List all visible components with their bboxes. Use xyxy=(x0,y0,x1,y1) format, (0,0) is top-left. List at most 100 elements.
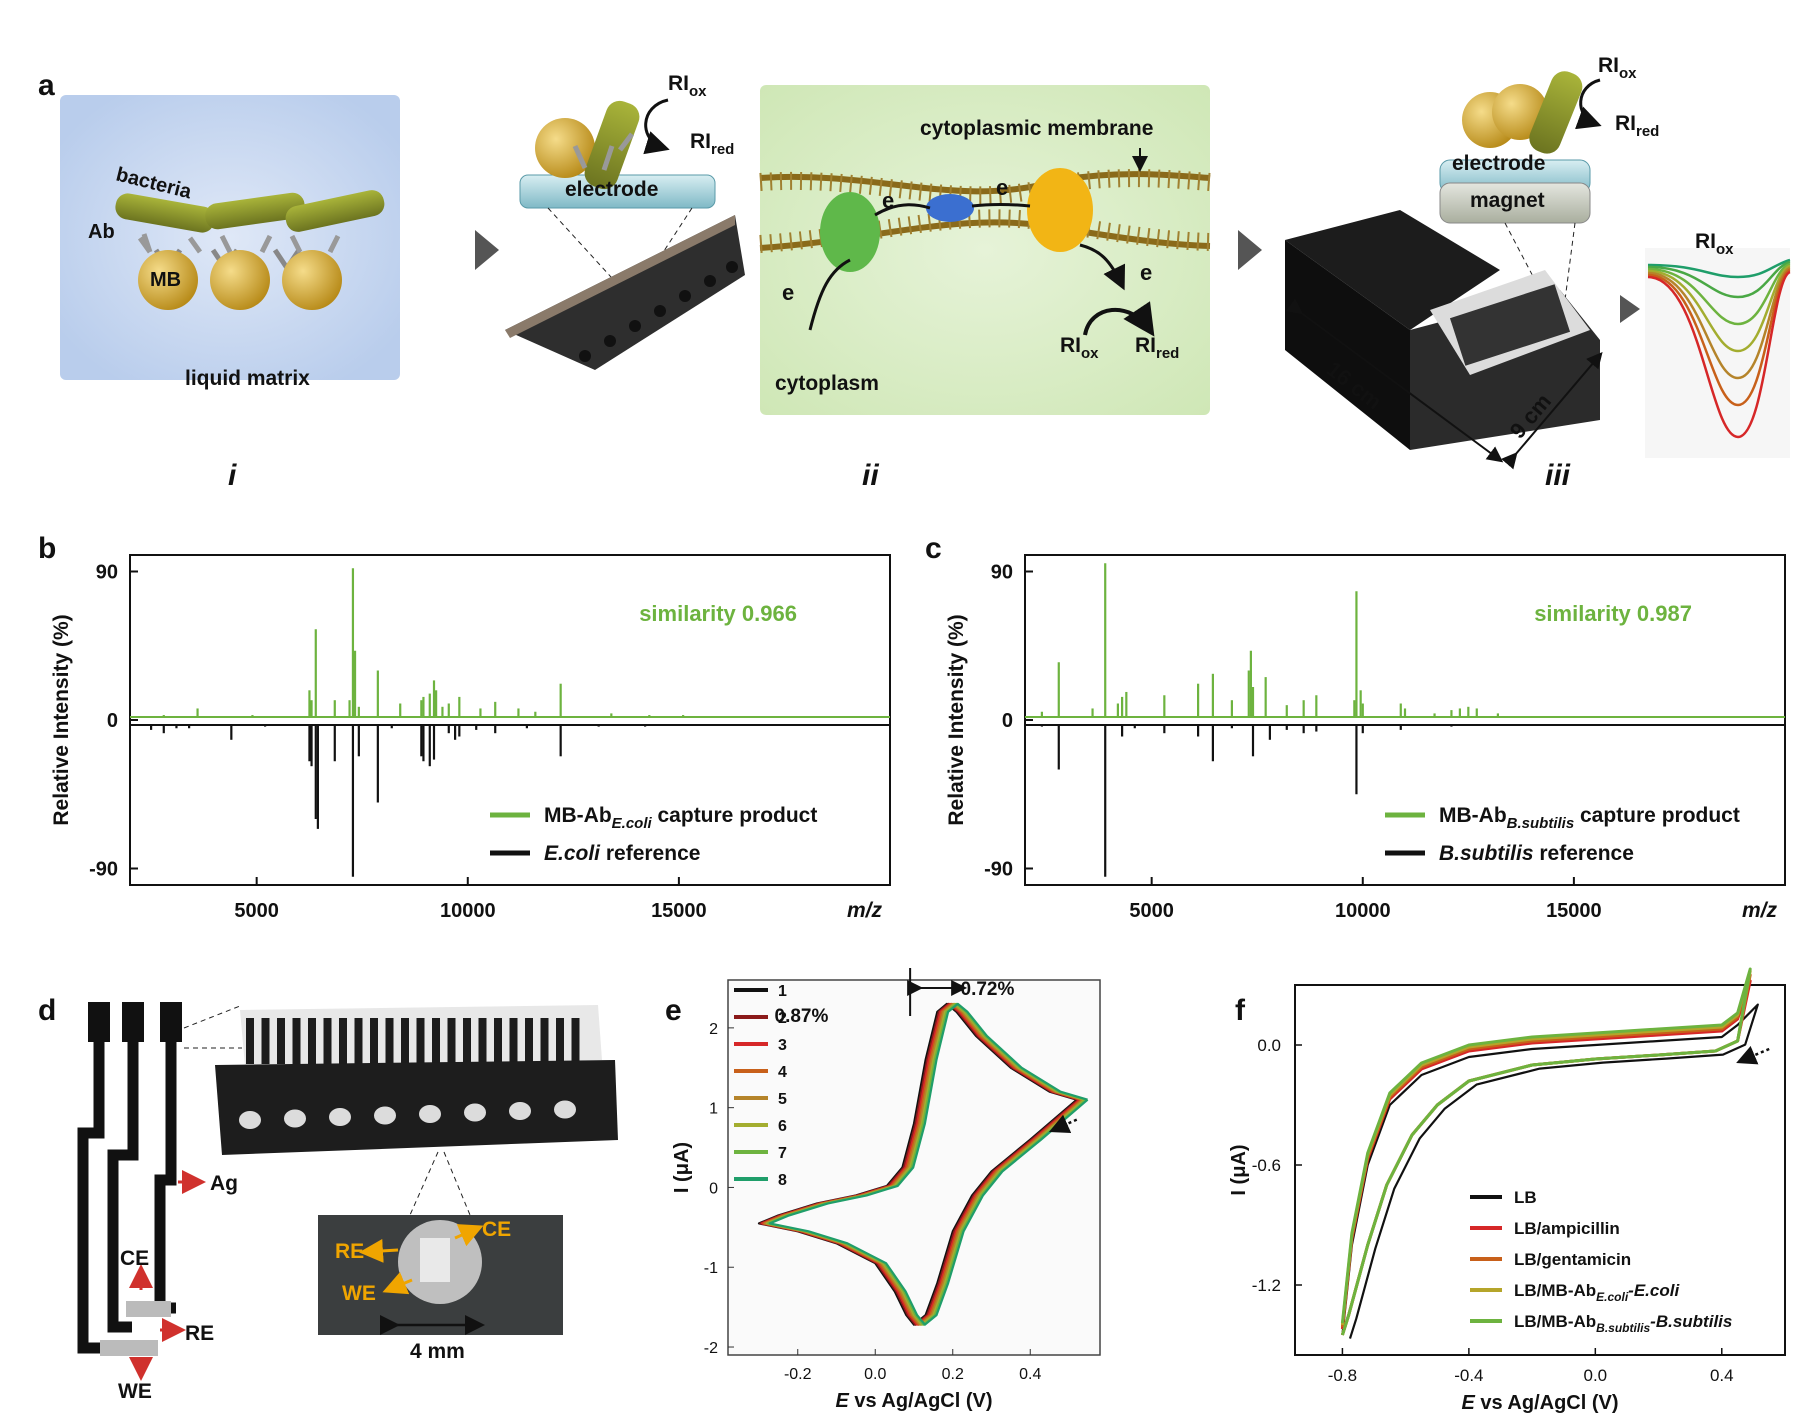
magnetic-bead xyxy=(210,250,270,310)
electrode-contact xyxy=(261,1018,270,1064)
svg-text:RIox: RIox xyxy=(1060,334,1099,362)
electrode-well xyxy=(509,1102,531,1120)
electrode-board xyxy=(505,215,745,370)
x-tick-label: 15000 xyxy=(1546,900,1602,922)
ag-label: Ag xyxy=(210,1172,238,1195)
legend-label: LB/MB-AbB.subtilis-B.subtilis xyxy=(1514,1312,1732,1335)
step-label-i: i xyxy=(228,459,237,492)
panel-d: d Ag CE RE WE R xyxy=(38,994,618,1403)
panel-label-f: f xyxy=(1235,994,1246,1027)
x-tick-label: -0.4 xyxy=(1454,1366,1483,1385)
y-tick-label: -0.6 xyxy=(1252,1156,1281,1175)
y-tick-label: 0 xyxy=(1002,710,1013,732)
step-label-iii: iii xyxy=(1545,459,1571,492)
electrode-contact xyxy=(494,1018,502,1064)
legend-label: 8 xyxy=(778,1172,787,1189)
legend-label: 3 xyxy=(778,1037,787,1054)
legend-label: 1 xyxy=(778,983,787,1000)
legend-label: MB-AbE.coli capture product xyxy=(544,804,817,832)
y-axis-label: I (μA) xyxy=(671,1142,693,1193)
we-label: WE xyxy=(118,1380,152,1403)
legend-label: B.subtilis reference xyxy=(1439,842,1634,865)
y-axis-label: I (μA) xyxy=(1228,1144,1250,1195)
flow-arrow xyxy=(1238,230,1262,270)
magnetic-bead xyxy=(282,250,342,310)
electrode-label: electrode xyxy=(565,178,658,201)
electrode-contact xyxy=(540,1018,549,1064)
dpv-curve xyxy=(1647,266,1791,380)
cv-curve xyxy=(1340,967,1752,1336)
electrode-contact xyxy=(525,1018,533,1064)
electrode-label-iii: electrode xyxy=(1452,152,1545,175)
y-tick-label: 2 xyxy=(709,1021,718,1038)
electrode-contact xyxy=(246,1018,254,1064)
svg-text:RIred: RIred xyxy=(1615,112,1659,140)
electrode-contact xyxy=(277,1018,285,1064)
x-axis-label: m/z xyxy=(847,899,883,922)
svg-text:RIox: RIox xyxy=(668,72,707,100)
legend-label: LB/ampicillin xyxy=(1514,1219,1620,1238)
protein-complex-green xyxy=(820,192,880,272)
svg-text:e: e xyxy=(1140,260,1152,285)
membrane-illustration xyxy=(759,148,1211,337)
ms-chart-b: 90 0 -90 5000 10000 15000 Relative Intensity (… xyxy=(50,554,891,922)
mb-label: MB xyxy=(150,269,181,291)
legend-label: MB-AbB.subtilis capture product xyxy=(1439,804,1740,832)
panel-label-d: d xyxy=(38,994,56,1027)
electrode-strip-illustration: electrode RIox RIred xyxy=(505,72,745,370)
electrode-contact xyxy=(385,1018,394,1064)
protein-blue xyxy=(926,194,974,222)
x-tick-label: 15000 xyxy=(651,900,707,922)
liquid-matrix-label: liquid matrix xyxy=(185,367,310,390)
electrode-well xyxy=(419,1105,441,1123)
x-tick-label: 0.4 xyxy=(1710,1366,1734,1385)
x-tick-label: 0.0 xyxy=(1584,1366,1608,1385)
working-electrode-patch xyxy=(100,1340,158,1356)
x-tick-label: 5000 xyxy=(1129,900,1174,922)
electrode-contact xyxy=(571,1018,580,1064)
legend-label: 7 xyxy=(778,1145,787,1162)
y-tick-label: -90 xyxy=(984,859,1013,881)
magnetic-bead xyxy=(138,250,198,310)
legend-label: LB/MB-AbE.coli-E.coli xyxy=(1514,1281,1680,1304)
y-tick-label: -90 xyxy=(89,859,118,881)
electron-label: e xyxy=(782,280,794,305)
dpv-curve xyxy=(1647,268,1791,407)
ce-photo-label: CE xyxy=(482,1218,511,1241)
x-axis-label: E vs Ag/AgCl (V) xyxy=(835,1390,992,1412)
electrode-contact xyxy=(416,1018,425,1064)
electrode-well xyxy=(284,1109,306,1128)
x-axis-label: m/z xyxy=(1742,899,1778,922)
panel-label-a: a xyxy=(38,69,55,102)
y-tick-label: 90 xyxy=(991,562,1013,584)
x-tick-label: 10000 xyxy=(440,900,496,922)
legend-label: E.coli reference xyxy=(544,842,700,865)
plot-frame xyxy=(1294,984,1786,1356)
x-tick-label: 0.4 xyxy=(1019,1366,1041,1383)
electrode-well xyxy=(329,1108,351,1126)
similarity-annotation: similarity 0.987 xyxy=(1534,601,1692,626)
bacteria-rod xyxy=(285,190,385,232)
device-illustration: electrode magnet RIox RIred 16 cm 9 cm xyxy=(1285,54,1659,470)
legend-label: LB/gentamicin xyxy=(1514,1250,1631,1269)
electrode-contact xyxy=(432,1018,440,1064)
re-photo-label: RE xyxy=(335,1240,364,1263)
panel-label-c: c xyxy=(925,532,942,565)
cv-chart-f: 0.0 -0.6 -1.2 -0.8 -0.4 0.0 0.4 LB LB/ampicillin… xyxy=(1228,967,1786,1414)
annotation-label: 0.72% xyxy=(961,979,1015,1000)
y-tick-label: 0.0 xyxy=(1257,1036,1281,1055)
dpv-curve xyxy=(1647,262,1791,326)
x-tick-label: -0.8 xyxy=(1328,1366,1357,1385)
cv-curve xyxy=(1341,1003,1759,1339)
x-tick-label: 5000 xyxy=(234,900,279,922)
bead-assembly xyxy=(115,190,385,310)
scan-direction-arrow xyxy=(1048,1114,1078,1134)
svg-text:RIox: RIox xyxy=(1695,230,1734,258)
cytoplasm-bg xyxy=(760,85,1210,415)
electrode-well xyxy=(374,1106,396,1125)
cv-curve xyxy=(768,1002,1089,1326)
y-tick-label: 90 xyxy=(96,562,118,584)
panel-label-b: b xyxy=(38,532,56,565)
we-photo-label: WE xyxy=(342,1282,376,1305)
